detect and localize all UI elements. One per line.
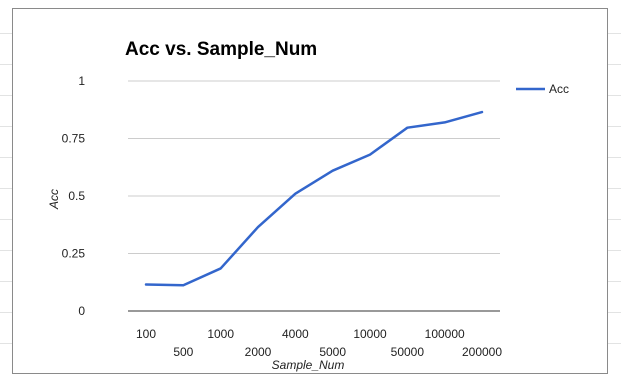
x-tick-label: 1000 bbox=[207, 327, 234, 341]
x-tick-label: 200000 bbox=[462, 345, 502, 359]
data-point[interactable] bbox=[405, 125, 410, 130]
data-point[interactable] bbox=[293, 191, 298, 196]
data-point[interactable] bbox=[256, 225, 261, 230]
data-point[interactable] bbox=[442, 120, 447, 125]
y-tick-label: 1 bbox=[78, 74, 85, 88]
data-point[interactable] bbox=[480, 110, 485, 115]
data-point[interactable] bbox=[181, 283, 186, 288]
y-tick-label: 0.5 bbox=[68, 189, 85, 203]
x-tick-label: 5000 bbox=[319, 345, 346, 359]
x-axis-title: Sample_Num bbox=[272, 358, 345, 372]
data-point[interactable] bbox=[330, 168, 335, 173]
x-tick-label: 2000 bbox=[245, 345, 272, 359]
chart-title: Acc vs. Sample_Num bbox=[125, 39, 317, 60]
data-point[interactable] bbox=[218, 266, 223, 271]
series-line-acc[interactable] bbox=[144, 110, 484, 287]
line-chart: Acc vs. Sample_Num 00.250.50.751 1005001… bbox=[47, 39, 569, 372]
y-tick-labels: 0 0.25 0.5 0.75 1 bbox=[62, 74, 86, 318]
data-point[interactable] bbox=[368, 152, 373, 157]
x-tick-label: 100 bbox=[136, 327, 156, 341]
y-tick-label: 0.25 bbox=[62, 247, 86, 261]
y-tick-label: 0.75 bbox=[62, 132, 86, 146]
legend[interactable]: Acc bbox=[516, 82, 569, 96]
x-tick-label: 100000 bbox=[425, 327, 465, 341]
x-tick-label: 4000 bbox=[282, 327, 309, 341]
gridlines bbox=[128, 80, 500, 312]
y-axis-title: Acc bbox=[47, 189, 61, 210]
legend-label-acc: Acc bbox=[549, 82, 569, 96]
chart-container[interactable]: Acc vs. Sample_Num 0 0.25 0.5 0.75 1 100 500 1… bbox=[12, 8, 608, 374]
data-point[interactable] bbox=[144, 282, 149, 287]
x-tick-label: 500 bbox=[173, 345, 193, 359]
y-tick-label: 0 bbox=[78, 304, 85, 318]
x-tick-label: 10000 bbox=[353, 327, 387, 341]
x-tick-label: 50000 bbox=[391, 345, 425, 359]
series-layer bbox=[144, 110, 485, 288]
